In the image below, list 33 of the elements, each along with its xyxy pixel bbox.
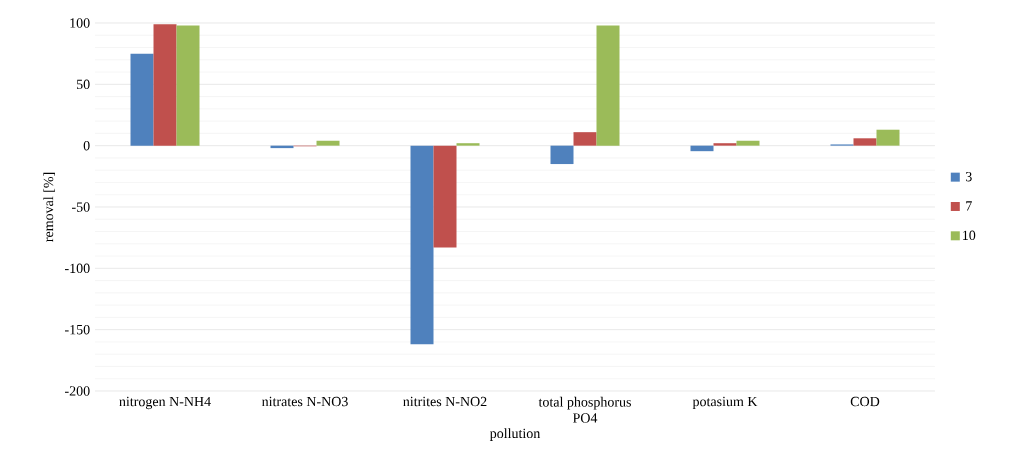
legend-label: 10 <box>963 230 976 241</box>
bar <box>550 145 574 165</box>
y-tick-label: 0 <box>83 140 90 151</box>
y-tick-label: 100 <box>70 18 90 28</box>
y-tick-label: -50 <box>72 202 90 212</box>
bar <box>316 140 340 146</box>
x-tick-label: total phosphorus PO4 <box>538 396 631 423</box>
bar <box>690 145 714 152</box>
y-tick-label: -200 <box>65 386 90 396</box>
bar <box>736 140 760 146</box>
y-tick-label: -150 <box>65 324 90 335</box>
bar <box>853 138 877 146</box>
legend-label: 7 <box>966 201 972 211</box>
y-axis-title: removal [%] <box>43 172 55 242</box>
legend-label: 3 <box>965 171 972 182</box>
x-axis-title: pollution <box>489 428 541 441</box>
x-tick-label: nitrates N-NO3 <box>261 396 348 407</box>
y-tick-label: 50 <box>76 79 90 90</box>
bar <box>876 129 900 146</box>
bar <box>713 143 737 146</box>
bar <box>153 24 177 146</box>
bar <box>433 145 457 248</box>
x-tick-label: COD <box>850 396 880 407</box>
bar <box>130 53 154 146</box>
bar <box>573 132 597 146</box>
y-tick-label: -100 <box>65 263 90 274</box>
x-tick-label: nitrogen N-NH4 <box>119 396 211 410</box>
bar <box>596 25 620 146</box>
bar <box>176 25 200 146</box>
x-tick-label: potasium K <box>692 396 758 410</box>
x-tick-label: nitrites N-NO2 <box>403 396 487 407</box>
bar <box>456 143 480 146</box>
bar <box>410 145 434 345</box>
